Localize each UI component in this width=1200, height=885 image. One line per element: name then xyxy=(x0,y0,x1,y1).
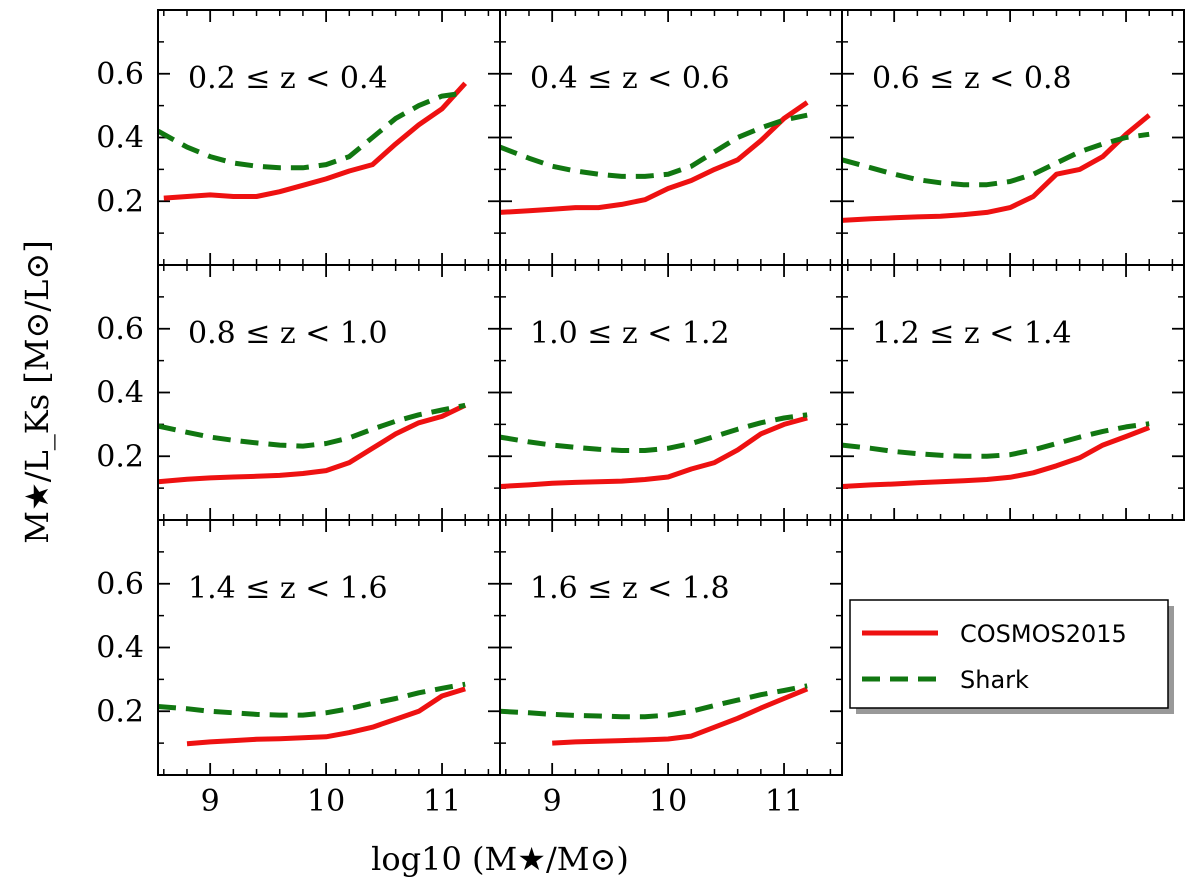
panel-label: 1.6 ≤ z < 1.8 xyxy=(530,571,730,606)
y-tick-label: 0.2 xyxy=(96,439,144,474)
y-tick-label: 0.4 xyxy=(96,631,144,666)
x-tick-label: 9 xyxy=(201,784,220,819)
panel-label: 0.4 ≤ z < 0.6 xyxy=(530,61,730,96)
series-line-cosmos2015 xyxy=(841,113,1151,223)
panel-6: 1.2 ≤ z < 1.4 xyxy=(841,264,1185,521)
panel-frame xyxy=(499,519,843,776)
series-line-shark xyxy=(157,681,466,718)
series-line-shark xyxy=(499,412,808,453)
series-line-shark xyxy=(499,683,808,720)
panel-label: 1.0 ≤ z < 1.2 xyxy=(530,316,730,351)
x-tick-label: 11 xyxy=(765,784,803,819)
legend-label-shark: Shark xyxy=(960,666,1029,694)
legend: COSMOS2015 Shark xyxy=(849,599,1174,714)
y-tick-label: 0.2 xyxy=(96,694,144,729)
y-tick-label: 0.4 xyxy=(96,121,144,156)
series-line-shark xyxy=(157,402,466,449)
panels-group: 0.2 0.4 0.6 0.2 ≤ z < 0.4 0.4 ≤ z < 0.6 0.6 ≤… xyxy=(96,9,1185,819)
legend-box xyxy=(849,599,1169,709)
y-axis-title: M★/L_Ks [M⊙/L⊙] xyxy=(18,240,56,543)
series-line-shark xyxy=(841,131,1150,188)
series-line-shark xyxy=(156,90,466,171)
panel-frame xyxy=(499,9,843,266)
panel-frame xyxy=(157,9,501,266)
y-tick-label: 0.2 xyxy=(96,184,144,219)
x-tick-label: 11 xyxy=(423,784,461,819)
panel-label: 1.2 ≤ z < 1.4 xyxy=(872,316,1072,351)
panel-label: 0.2 ≤ z < 0.4 xyxy=(188,61,388,96)
panel-7: 9 10 11 0.2 0.4 0.6 1.4 ≤ z < 1.6 xyxy=(96,519,501,819)
panel-1: 0.2 0.4 0.6 0.2 ≤ z < 0.4 xyxy=(96,9,501,266)
series-line-shark xyxy=(499,112,808,179)
series-line-cosmos2015 xyxy=(499,415,808,489)
y-tick-label: 0.6 xyxy=(96,312,144,347)
panel-2: 0.4 ≤ z < 0.6 xyxy=(499,9,843,266)
x-tick-label: 9 xyxy=(543,784,562,819)
x-tick-label: 10 xyxy=(307,784,345,819)
panel-5: 1.0 ≤ z < 1.2 xyxy=(499,264,843,521)
panel-frame xyxy=(841,264,1185,521)
panel-3: 0.6 ≤ z < 0.8 xyxy=(841,9,1185,266)
y-tick-label: 0.6 xyxy=(96,57,144,92)
series-line-shark xyxy=(841,421,1150,459)
series-line-cosmos2015 xyxy=(552,686,809,746)
legend-label-cosmos: COSMOS2015 xyxy=(960,620,1127,648)
panel-frame xyxy=(841,9,1185,266)
series-line-cosmos2015 xyxy=(186,686,466,747)
panel-8: 9 10 11 1.6 ≤ z < 1.8 xyxy=(499,519,843,819)
panel-label: 1.4 ≤ z < 1.6 xyxy=(188,571,388,606)
panel-label: 0.6 ≤ z < 0.8 xyxy=(872,61,1072,96)
panel-4: 0.2 0.4 0.6 0.8 ≤ z < 1.0 xyxy=(96,264,501,521)
series-line-cosmos2015 xyxy=(841,425,1151,489)
x-tick-label: 10 xyxy=(649,784,687,819)
panel-label: 0.8 ≤ z < 1.0 xyxy=(188,316,388,351)
y-tick-label: 0.4 xyxy=(96,376,144,411)
panel-frame xyxy=(157,264,501,521)
series-line-cosmos2015 xyxy=(163,81,468,201)
y-tick-label: 0.6 xyxy=(96,567,144,602)
series-line-cosmos2015 xyxy=(499,100,809,215)
series-line-cosmos2015 xyxy=(157,403,467,485)
x-axis-title: log10 (M★/M⊙) xyxy=(371,840,629,878)
